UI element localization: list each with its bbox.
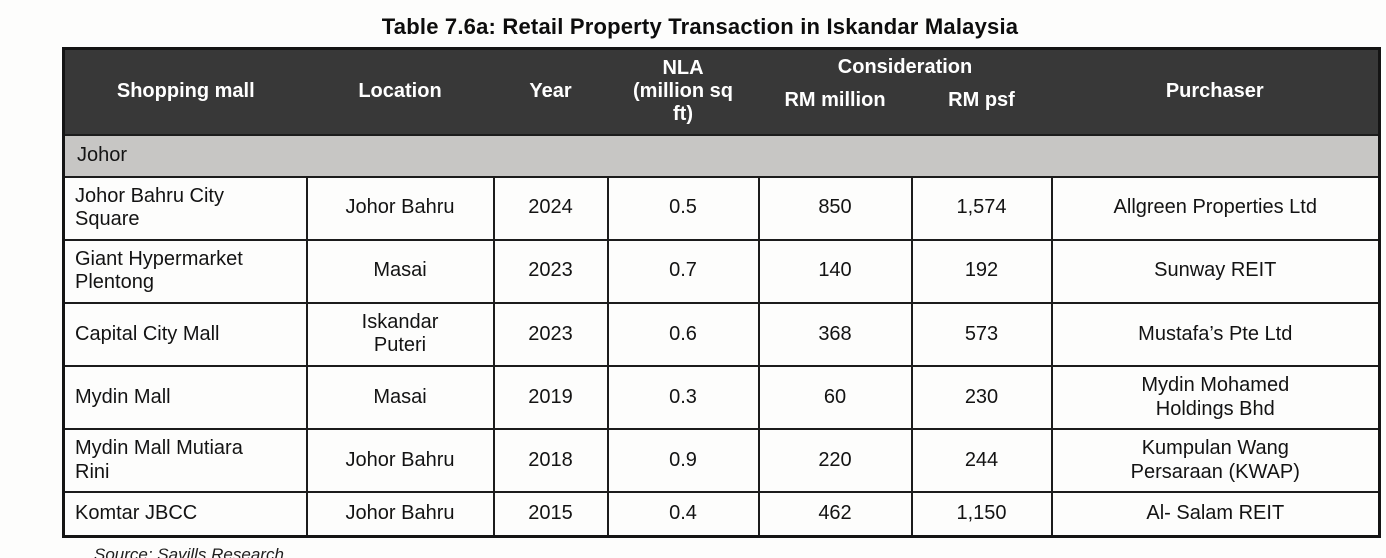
cell-nla: 0.4 (606, 491, 760, 538)
column-header-year: Year (493, 48, 608, 135)
cell-shopping-mall: Capital City Mall (62, 301, 308, 368)
cell-nla: 0.9 (606, 428, 760, 494)
cell-purchaser: Sunway REIT (1050, 238, 1381, 304)
cell-year: 2024 (492, 175, 609, 241)
cell-year: 2018 (492, 428, 609, 494)
column-header-purchaser: Purchaser (1051, 48, 1380, 135)
cell-year: 2023 (492, 238, 609, 304)
cell-nla: 0.5 (606, 175, 760, 241)
retail-transactions-table: Shopping mall Location Year NLA (million… (62, 47, 1382, 538)
cell-location: Masai (305, 238, 495, 304)
cell-nla: 0.6 (606, 301, 760, 368)
cell-location: Johor Bahru (305, 428, 495, 494)
cell-shopping-mall: Giant Hypermarket Plentong (62, 238, 308, 304)
table-row: Mydin Mall Masai 2019 0.3 60 230 Mydin M… (62, 365, 1381, 431)
cell-shopping-mall: Komtar JBCC (62, 491, 308, 538)
cell-shopping-mall: Mydin Mall Mutiara Rini (62, 428, 308, 494)
cell-purchaser: Kumpulan Wang Persaraan (KWAP) (1050, 428, 1381, 494)
page-title: Table 7.6a: Retail Property Transaction … (381, 14, 1019, 39)
table-row: Johor Bahru City Square Johor Bahru 2024… (62, 175, 1381, 241)
table-row: Giant Hypermarket Plentong Masai 2023 0.… (62, 238, 1381, 304)
table-row: Komtar JBCC Johor Bahru 2015 0.4 462 1,1… (62, 491, 1381, 538)
cell-purchaser: Al- Salam REIT (1050, 491, 1381, 538)
column-header-consideration: Consideration (758, 48, 1052, 85)
cell-rm-psf: 192 (910, 238, 1053, 304)
cell-location: Iskandar Puteri (305, 301, 495, 368)
cell-purchaser: Mustafa’s Pte Ltd (1050, 301, 1381, 368)
cell-purchaser: Mydin Mohamed Holdings Bhd (1050, 365, 1381, 431)
cell-rm-psf: 1,150 (910, 491, 1053, 538)
cell-year: 2015 (492, 491, 609, 538)
table-row: Mydin Mall Mutiara Rini Johor Bahru 2018… (62, 428, 1381, 494)
cell-location: Johor Bahru (305, 491, 495, 538)
cell-rm-million: 462 (757, 491, 913, 538)
cell-rm-million: 220 (757, 428, 913, 494)
cell-nla: 0.7 (606, 238, 760, 304)
cell-rm-million: 140 (757, 238, 913, 304)
column-header-shopping-mall: Shopping mall (63, 48, 307, 135)
table-row: Capital City Mall Iskandar Puteri 2023 0… (62, 301, 1381, 368)
column-header-nla: NLA (million sq ft) (607, 48, 759, 135)
cell-location: Johor Bahru (305, 175, 495, 241)
column-header-rm-million: RM million (758, 84, 912, 135)
table-body: Johor Johor Bahru City Square Johor Bahr… (62, 133, 1381, 538)
cell-rm-psf: 1,574 (910, 175, 1053, 241)
cell-shopping-mall: Mydin Mall (62, 365, 308, 431)
cell-year: 2023 (492, 301, 609, 368)
column-header-location: Location (306, 48, 494, 135)
cell-location: Masai (305, 365, 495, 431)
cell-year: 2019 (492, 365, 609, 431)
cell-nla: 0.3 (606, 365, 760, 431)
column-header-rm-psf: RM psf (911, 84, 1052, 135)
source-note: Source: Savills Research (94, 544, 284, 558)
section-row-johor: Johor (62, 133, 1381, 178)
section-label: Johor (62, 133, 1381, 178)
cell-purchaser: Allgreen Properties Ltd (1050, 175, 1381, 241)
cell-rm-million: 850 (757, 175, 913, 241)
table-header: Shopping mall Location Year NLA (million… (63, 48, 1380, 135)
cell-shopping-mall: Johor Bahru City Square (62, 175, 308, 241)
cell-rm-million: 60 (757, 365, 913, 431)
cell-rm-psf: 244 (910, 428, 1053, 494)
cell-rm-psf: 230 (910, 365, 1053, 431)
cell-rm-psf: 573 (910, 301, 1053, 368)
cell-rm-million: 368 (757, 301, 913, 368)
